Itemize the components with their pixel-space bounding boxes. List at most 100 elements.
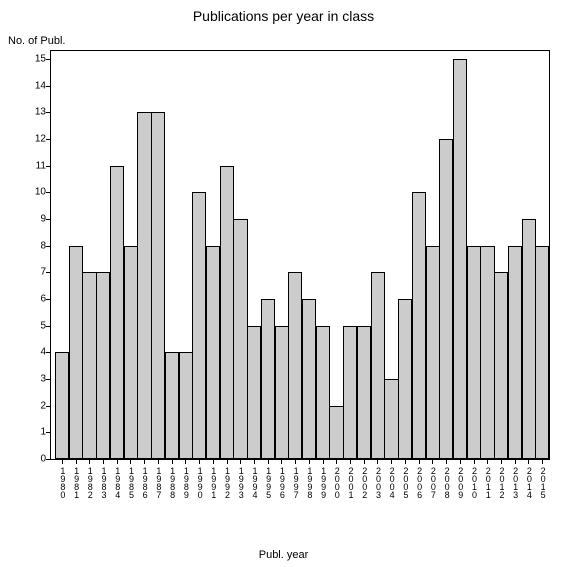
bar xyxy=(508,246,522,459)
bar xyxy=(96,272,110,459)
bar xyxy=(275,326,289,459)
xtick-label: 2009 xyxy=(456,466,465,498)
xtick-label: 2013 xyxy=(511,466,520,498)
bar xyxy=(220,166,234,459)
bar xyxy=(398,299,412,459)
bar xyxy=(82,272,96,459)
xtick-label: 1991 xyxy=(209,466,218,498)
ytick-mark xyxy=(46,246,50,247)
ytick-mark xyxy=(46,166,50,167)
ytick-mark xyxy=(46,112,50,113)
xtick-label: 2007 xyxy=(428,466,437,498)
ytick-mark xyxy=(46,139,50,140)
bar xyxy=(426,246,440,459)
xtick-label: 1982 xyxy=(85,466,94,498)
xtick-mark xyxy=(240,460,241,464)
bar xyxy=(124,246,138,459)
bar xyxy=(151,112,165,459)
ytick-label: 6 xyxy=(26,294,46,305)
ytick-label: 1 xyxy=(26,427,46,438)
xtick-label: 2011 xyxy=(483,466,492,498)
xtick-label: 1981 xyxy=(72,466,81,498)
bar xyxy=(165,352,179,459)
xtick-mark xyxy=(391,460,392,464)
ytick-label: 3 xyxy=(26,374,46,385)
plot-area xyxy=(50,50,550,460)
xtick-mark xyxy=(185,460,186,464)
bar xyxy=(439,139,453,459)
ytick-label: 4 xyxy=(26,347,46,358)
xtick-label: 2008 xyxy=(442,466,451,498)
ytick-mark xyxy=(46,192,50,193)
ytick-mark xyxy=(46,432,50,433)
bar xyxy=(384,379,398,459)
xtick-mark xyxy=(76,460,77,464)
xtick-mark xyxy=(501,460,502,464)
xtick-label: 2005 xyxy=(401,466,410,498)
xtick-mark xyxy=(130,460,131,464)
y-axis-label: No. of Publ. xyxy=(8,35,65,47)
xtick-mark xyxy=(227,460,228,464)
bar xyxy=(261,299,275,459)
xtick-label: 2015 xyxy=(538,466,547,498)
xtick-mark xyxy=(419,460,420,464)
xtick-mark xyxy=(405,460,406,464)
xtick-label: 1988 xyxy=(168,466,177,498)
xtick-mark xyxy=(432,460,433,464)
bar xyxy=(522,219,536,459)
xtick-mark xyxy=(158,460,159,464)
xtick-label: 1998 xyxy=(305,466,314,498)
bar xyxy=(412,192,426,459)
xtick-mark xyxy=(103,460,104,464)
ytick-mark xyxy=(46,299,50,300)
bar xyxy=(137,112,151,459)
xtick-label: 1986 xyxy=(140,466,149,498)
xtick-mark xyxy=(336,460,337,464)
xtick-label: 1980 xyxy=(58,466,67,498)
ytick-mark xyxy=(46,459,50,460)
ytick-label: 11 xyxy=(26,160,46,171)
xtick-label: 2006 xyxy=(415,466,424,498)
xtick-mark xyxy=(474,460,475,464)
ytick-label: 8 xyxy=(26,240,46,251)
xtick-label: 2000 xyxy=(332,466,341,498)
bar xyxy=(206,246,220,459)
xtick-mark xyxy=(254,460,255,464)
bar xyxy=(179,352,193,459)
ytick-label: 12 xyxy=(26,134,46,145)
bar xyxy=(55,352,69,459)
bar xyxy=(453,59,467,459)
xtick-mark xyxy=(364,460,365,464)
xtick-label: 1995 xyxy=(264,466,273,498)
ytick-label: 13 xyxy=(26,107,46,118)
xtick-mark xyxy=(542,460,543,464)
xtick-mark xyxy=(295,460,296,464)
bar xyxy=(535,246,549,459)
xtick-label: 2001 xyxy=(346,466,355,498)
bar xyxy=(69,246,83,459)
ytick-mark xyxy=(46,219,50,220)
xtick-label: 2014 xyxy=(524,466,533,498)
xtick-label: 1999 xyxy=(319,466,328,498)
ytick-mark xyxy=(46,406,50,407)
xtick-mark xyxy=(89,460,90,464)
xtick-mark xyxy=(144,460,145,464)
bar xyxy=(233,219,247,459)
xtick-label: 1985 xyxy=(126,466,135,498)
xtick-label: 1984 xyxy=(113,466,122,498)
ytick-label: 10 xyxy=(26,187,46,198)
xtick-mark xyxy=(528,460,529,464)
ytick-label: 2 xyxy=(26,400,46,411)
xtick-label: 2010 xyxy=(470,466,479,498)
ytick-mark xyxy=(46,272,50,273)
ytick-label: 5 xyxy=(26,320,46,331)
ytick-mark xyxy=(46,59,50,60)
xtick-label: 1989 xyxy=(181,466,190,498)
xtick-label: 1996 xyxy=(277,466,286,498)
xtick-mark xyxy=(268,460,269,464)
ytick-label: 9 xyxy=(26,214,46,225)
x-axis-label: Publ. year xyxy=(0,549,567,561)
xtick-mark xyxy=(213,460,214,464)
xtick-mark xyxy=(62,460,63,464)
chart-container: Publications per year in class No. of Pu… xyxy=(0,0,567,567)
